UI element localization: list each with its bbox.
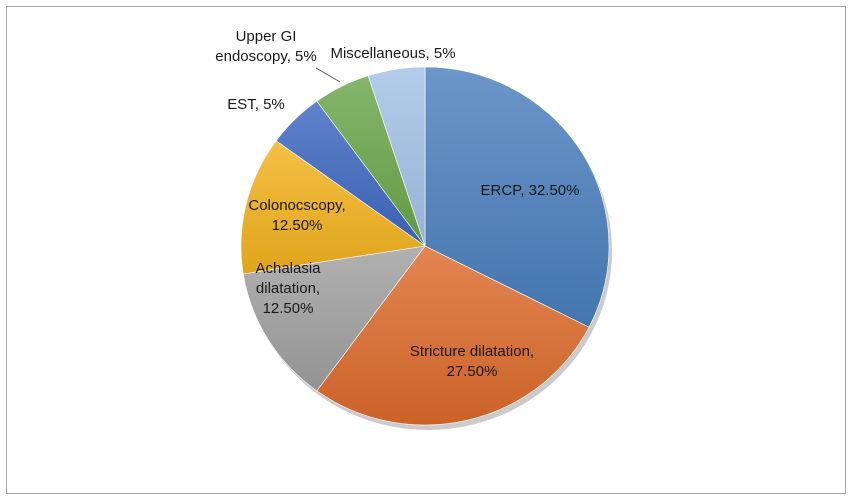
pie-slice-stricture-dilatation [316,245,590,426]
data-label-ercp: ERCP, 32.50% [481,182,580,199]
pie-slice-achalasia-dilatation [242,245,426,392]
data-label-miscellaneous: Miscellaneous, 5% [330,45,455,62]
pie-slice-ercp [424,66,610,328]
data-label-stricture-dilatation: Stricture dilatation, 27.50% [410,343,534,380]
leader-line [315,67,341,83]
pie-slice-colonocscopy [240,140,426,275]
data-label-upper-gi-endoscopy: Upper GI endoscopy, 5% [215,28,316,65]
data-label-colonocscopy: Colonocscopy, 12.50% [248,197,345,234]
data-label-achalasia-dilatation: Achalasia dilatation, 12.50% [255,260,321,317]
pie-slice-miscellaneous [367,66,426,247]
data-label-est: EST, 5% [227,96,285,113]
